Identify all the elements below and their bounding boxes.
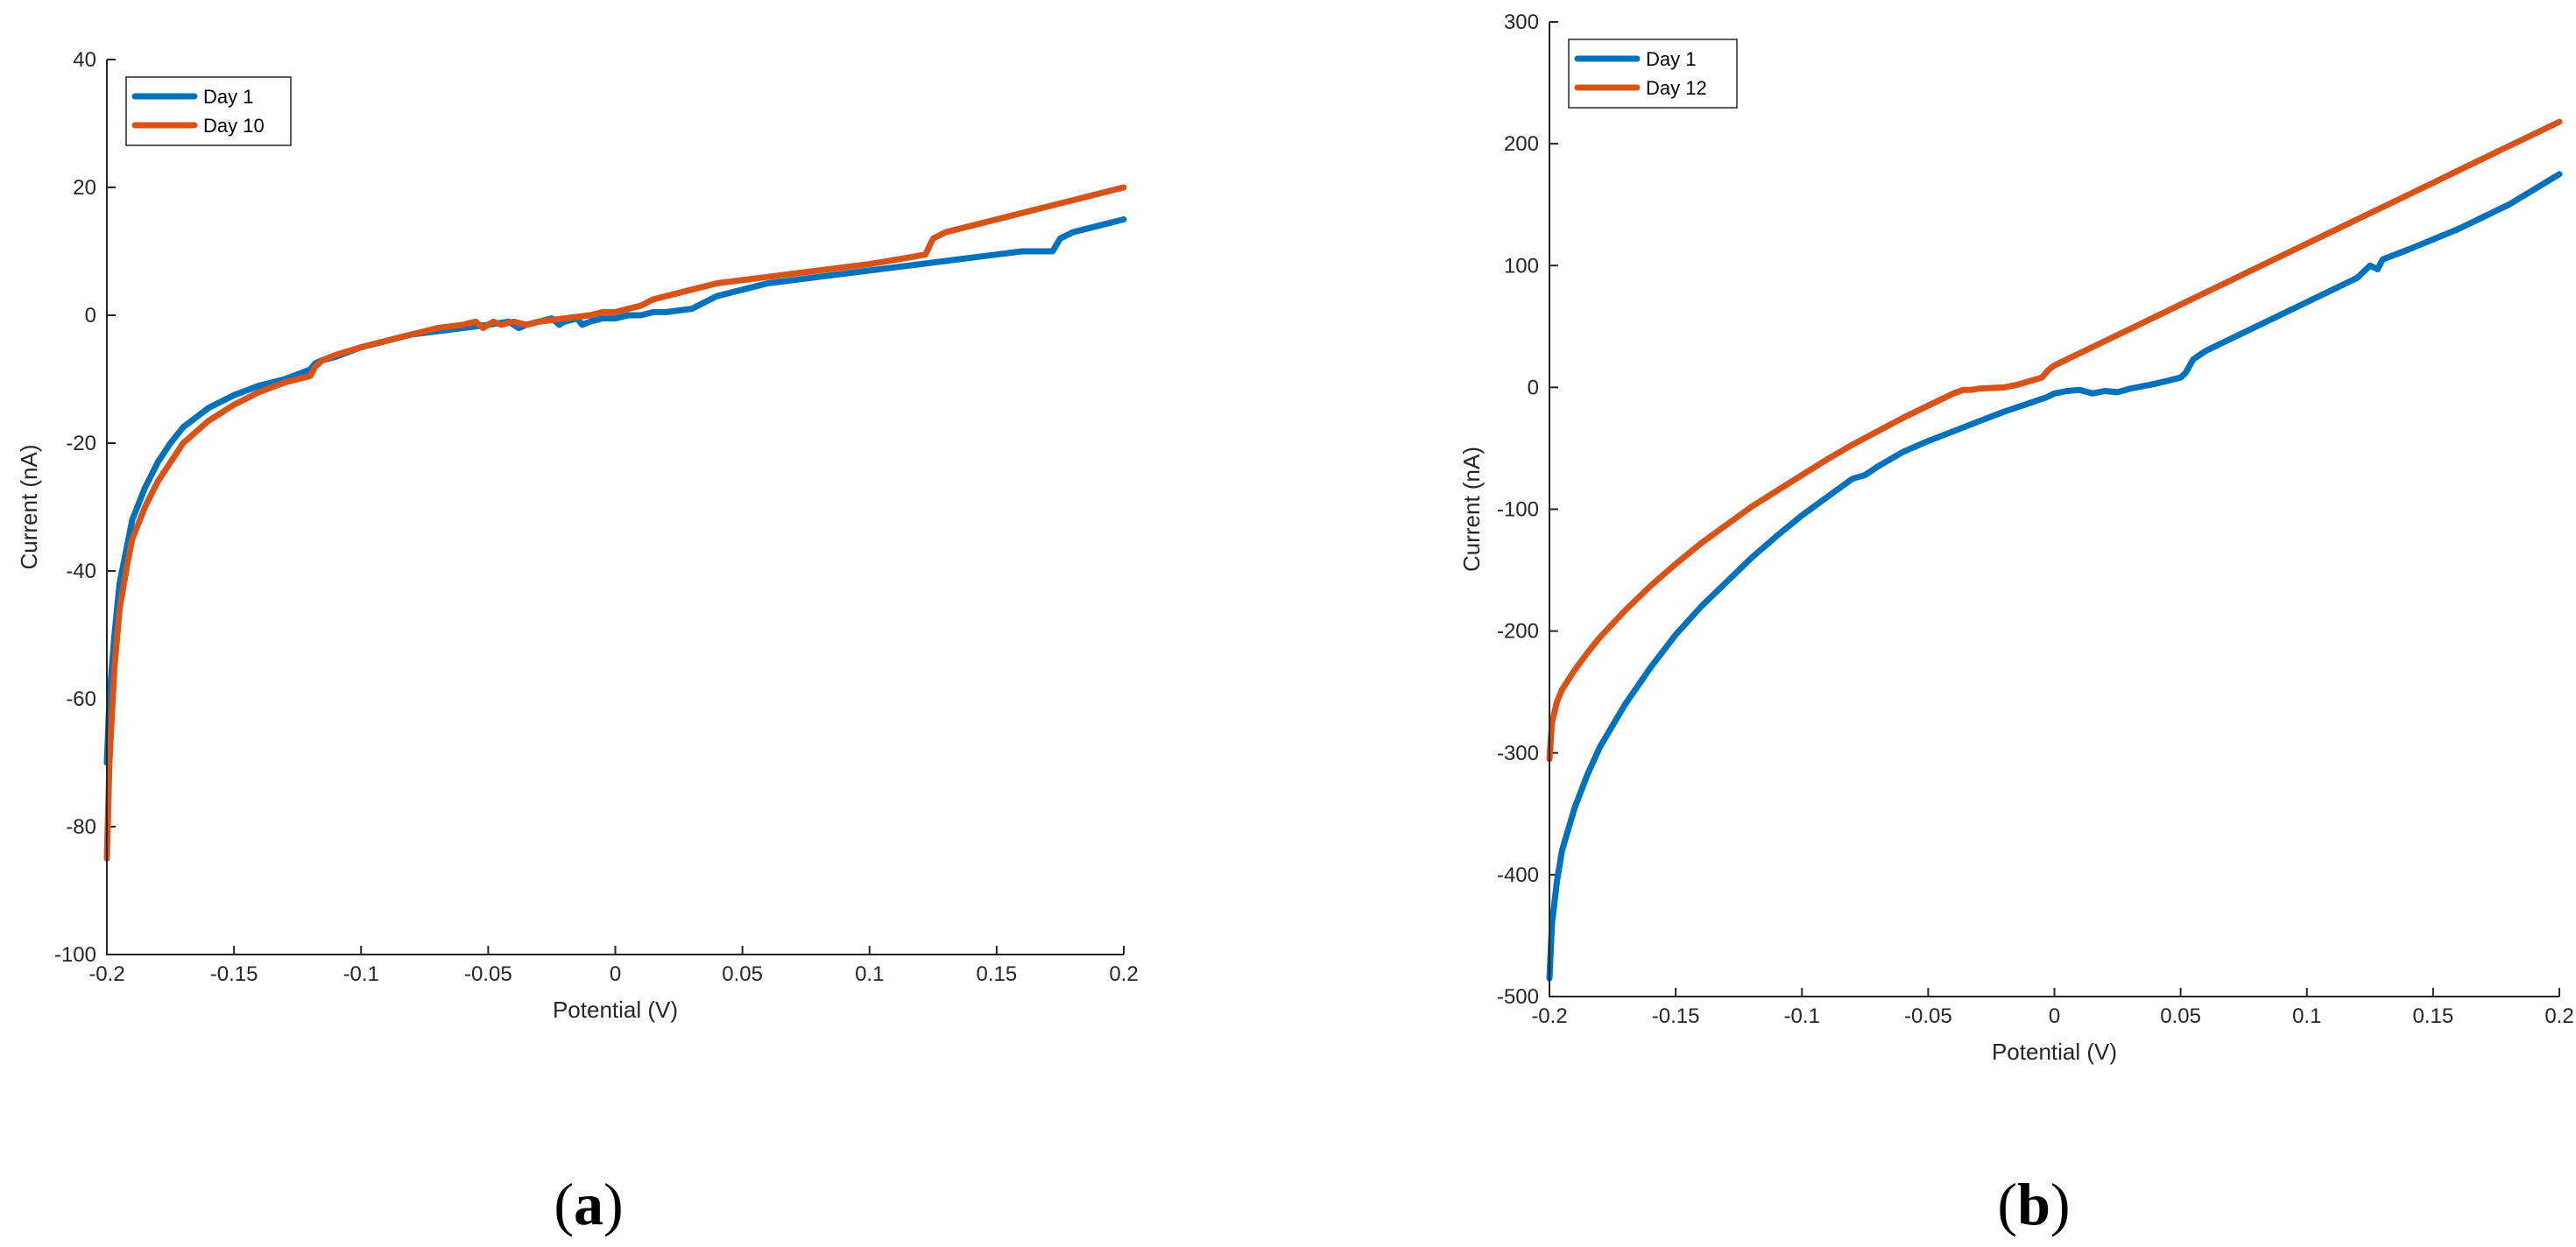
panel-label-open-b: ( <box>1997 1171 2017 1237</box>
y-tick-label: -300 <box>1497 742 1539 765</box>
y-tick-label: -100 <box>1497 498 1539 522</box>
y-tick-label: 20 <box>73 176 96 200</box>
y-tick-label: 0 <box>1528 376 1539 399</box>
x-tick-label: 0 <box>2049 1004 2060 1028</box>
legend-box-b <box>1568 39 1738 109</box>
x-tick-label: 0.2 <box>1109 962 1138 986</box>
x-tick-label: 0.15 <box>2413 1004 2454 1028</box>
panel-label-close-a: ) <box>603 1171 624 1237</box>
y-tick-label: -60 <box>66 687 96 711</box>
x-axis-title-a: Potential (V) <box>553 997 678 1023</box>
y-tick-label: 300 <box>1504 11 1539 34</box>
legend-box-a <box>125 76 292 146</box>
y-tick-label: -20 <box>66 432 96 455</box>
y-axis-title-b: Current (nA) <box>1458 447 1485 572</box>
x-tick-label: -0.15 <box>1652 1004 1700 1028</box>
y-tick-label: -200 <box>1497 620 1539 644</box>
x-tick-label: 0.05 <box>2160 1004 2201 1028</box>
x-tick-label: -0.05 <box>1904 1004 1952 1028</box>
chart-panel-a: -100 -80 -60 -40 -20 0 20 40 -0.2 -0.15 -0.1 -0.05… <box>16 48 1139 1237</box>
x-tick-label: -0.2 <box>88 962 124 986</box>
x-tick-label: 0.15 <box>977 962 1018 986</box>
legend-label-day1-a: Day 1 <box>203 86 253 108</box>
x-tick-label: -0.1 <box>343 962 379 986</box>
y-axis-title-a: Current (nA) <box>16 444 42 569</box>
y-tick-label: -80 <box>66 815 96 839</box>
y-ticks-b: -500 -400 -300 -200 -100 0 100 200 300 <box>1497 11 1558 1009</box>
legend-label-day10-a: Day 10 <box>203 115 265 137</box>
series-layer-b <box>1546 118 2563 982</box>
y-tick-label: 100 <box>1504 254 1539 278</box>
y-tick-label: -400 <box>1497 863 1539 887</box>
x-tick-label: -0.1 <box>1784 1004 1820 1028</box>
y-tick-label: -100 <box>54 943 96 967</box>
legend-a: Day 1 Day 10 <box>125 76 292 146</box>
y-ticks-a: -100 -80 -60 -40 -20 0 20 40 <box>54 48 116 967</box>
y-tick-label: 200 <box>1504 132 1539 156</box>
x-ticks-a: -0.2 -0.15 -0.1 -0.05 0 0.05 0.1 0.15 0.2 <box>88 946 1139 986</box>
x-tick-label: -0.15 <box>210 962 258 986</box>
x-tick-label: -0.05 <box>464 962 512 986</box>
y-tick-label: -40 <box>66 560 96 583</box>
x-tick-label: 0.2 <box>2544 1004 2573 1028</box>
x-tick-label: 0.05 <box>722 962 763 986</box>
series-line-day12 <box>1546 118 2563 763</box>
panel-label-b: (b) <box>1997 1171 2070 1237</box>
y-tick-label: -500 <box>1497 985 1539 1009</box>
panel-label-letter-b: b <box>2017 1171 2050 1237</box>
legend-label-day1-b: Day 1 <box>1646 48 1696 70</box>
x-axis-title-b: Potential (V) <box>1992 1039 2117 1065</box>
series-layer-a <box>103 184 1127 862</box>
x-tick-label: 0.1 <box>855 962 884 986</box>
legend-b: Day 1 Day 12 <box>1568 39 1738 109</box>
y-tick-label: 40 <box>73 48 96 72</box>
panel-label-close-b: ) <box>2050 1171 2071 1237</box>
panel-label-open-a: ( <box>554 1171 574 1237</box>
series-line-day1 <box>1546 171 2563 982</box>
x-ticks-b: -0.2 -0.15 -0.1 -0.05 0 0.05 0.1 0.15 0.2 <box>1531 988 2574 1028</box>
series-line-day10 <box>103 184 1127 862</box>
x-tick-label: -0.2 <box>1531 1004 1567 1028</box>
chart-panel-b: -500 -400 -300 -200 -100 0 100 200 300 -0.2 -0.15… <box>1458 11 2574 1237</box>
y-tick-label: 0 <box>85 304 96 328</box>
panel-label-letter-a: a <box>574 1171 603 1237</box>
legend-label-day12-b: Day 12 <box>1646 77 1707 99</box>
x-tick-label: 0.1 <box>2292 1004 2321 1028</box>
x-tick-label: 0 <box>610 962 621 986</box>
panel-label-a: (a) <box>554 1171 623 1237</box>
